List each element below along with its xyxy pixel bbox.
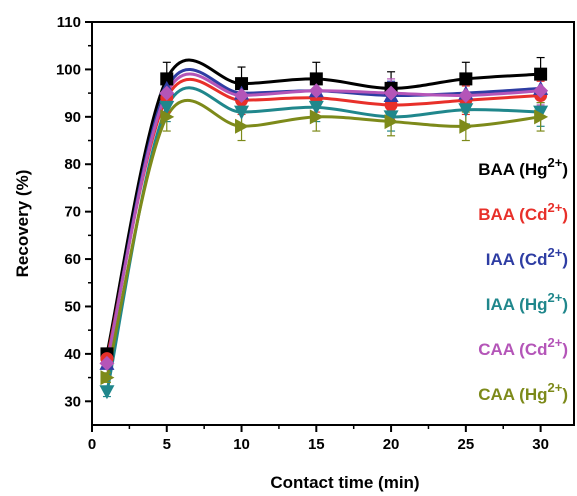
data-point	[459, 72, 473, 86]
legend-item: BAA (Hg2+)	[478, 155, 568, 179]
x-tick-label: 30	[532, 436, 549, 453]
plot-frame	[91, 21, 575, 426]
y-tick-label: 110	[57, 14, 81, 31]
fitted-curves	[105, 58, 541, 393]
data-markers	[99, 67, 549, 400]
y-tick-label: 80	[64, 156, 81, 173]
x-tick-label: 5	[163, 436, 171, 453]
data-point	[235, 77, 249, 91]
data-point	[308, 100, 324, 115]
data-point	[99, 385, 115, 400]
legend-item: IAA (Hg2+)	[486, 290, 568, 314]
series-curve	[105, 68, 541, 364]
y-tick-label: 40	[64, 346, 81, 363]
y-tick-label: 100	[56, 61, 81, 78]
x-axis-title: Contact time (min)	[270, 473, 419, 492]
x-tick-label: 10	[233, 436, 250, 453]
y-axis-ticks: 30 40 50 60 70 80 90 100 110	[56, 14, 92, 410]
data-point	[235, 118, 250, 134]
data-point	[308, 83, 324, 99]
legend-item: IAA (Cd2+)	[486, 245, 568, 269]
data-point	[100, 370, 115, 386]
series-curve	[105, 58, 541, 355]
x-tick-label: 25	[458, 436, 475, 453]
x-tick-label: 15	[308, 436, 325, 453]
data-point	[459, 118, 474, 134]
y-axis-title: Recovery (%)	[13, 170, 32, 278]
legend: BAA (Hg2+) BAA (Cd2+) IAA (Cd2+) IAA (Hg2+)…	[478, 155, 568, 404]
data-point	[383, 85, 399, 101]
data-point	[534, 109, 549, 125]
data-point	[383, 110, 399, 125]
data-point	[234, 87, 250, 103]
data-point	[159, 85, 175, 101]
data-point	[458, 103, 474, 118]
data-point	[534, 67, 548, 81]
data-point	[99, 355, 115, 371]
y-tick-label: 30	[64, 393, 81, 410]
y-tick-label: 50	[64, 298, 81, 315]
x-tick-label: 20	[383, 436, 400, 453]
data-point	[309, 72, 323, 86]
data-point	[384, 114, 399, 130]
data-point	[533, 105, 549, 120]
data-point	[309, 109, 324, 125]
x-tick-label: 0	[88, 436, 96, 453]
data-point	[234, 105, 250, 120]
data-point	[159, 100, 175, 115]
data-point	[160, 72, 174, 86]
legend-item: CAA (Cd2+)	[478, 335, 568, 359]
y-tick-label: 70	[64, 204, 81, 221]
series-curve	[105, 77, 541, 359]
y-tick-label: 90	[64, 109, 81, 126]
data-point	[160, 109, 175, 125]
y-tick-label: 60	[64, 251, 81, 268]
data-point	[458, 87, 474, 103]
series-curve	[105, 86, 541, 393]
data-point	[533, 83, 549, 99]
x-axis-ticks: 0 5 10 15 20 25 30	[88, 425, 549, 453]
legend-item: BAA (Cd2+)	[478, 200, 568, 224]
series-curve	[105, 99, 541, 378]
legend-item: CAA (Hg2+)	[478, 380, 568, 404]
